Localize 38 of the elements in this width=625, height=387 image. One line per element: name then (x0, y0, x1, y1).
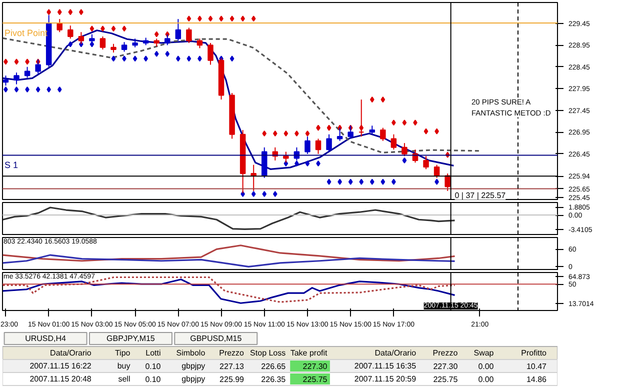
category-label: Simbolo (176, 348, 206, 358)
category-label: Tipo (114, 348, 131, 358)
text: 226.35 (261, 375, 286, 384)
text: 0.10 (145, 375, 161, 384)
text: 225.75 (433, 375, 458, 384)
category-label: Swap (474, 348, 494, 358)
category-label: Take profit (290, 348, 328, 358)
text: 0.00 (478, 375, 494, 384)
text: 2007.11.15 20:48 (30, 374, 92, 384)
text: gbpjpy (182, 374, 206, 384)
text: sell (118, 374, 130, 384)
text: 2007.11.15 16:35 (354, 362, 416, 370)
annotation: 0 | 37 | 225.57 (454, 190, 506, 200)
text: 0.10 (145, 362, 161, 371)
text: 227.30 (433, 362, 458, 371)
text: gbpjpy (182, 362, 206, 370)
category-label: Profitto (521, 348, 548, 358)
text: URUSD,H4 (25, 334, 67, 343)
text: 227.13 (220, 362, 244, 371)
text: 225.99 (220, 375, 244, 384)
text: 2007.11.15 20:59 (354, 374, 416, 384)
text: GBPJPY,M15 (106, 334, 156, 343)
text: 225.75 (302, 375, 328, 384)
category-label: Prezzo (432, 348, 458, 358)
text: GBPUSD,M15 (190, 334, 242, 343)
category-label: Lotti (146, 348, 161, 358)
text: 226.65 (261, 362, 286, 371)
category-label: Data/Orario (50, 348, 92, 358)
text: 10.47 (526, 362, 546, 371)
ref-line-label: S 1 (4, 160, 18, 170)
text: 0.00 (478, 362, 494, 371)
text: 227.30 (302, 362, 328, 371)
category-label: Data/Orario (374, 348, 417, 358)
text: buy (117, 362, 130, 370)
category-label: Prezzo (219, 348, 245, 358)
text: 14.86 (526, 375, 546, 384)
text: 2007.11.15 16:22 (30, 362, 92, 370)
category-label: Stop Loss (250, 348, 286, 358)
